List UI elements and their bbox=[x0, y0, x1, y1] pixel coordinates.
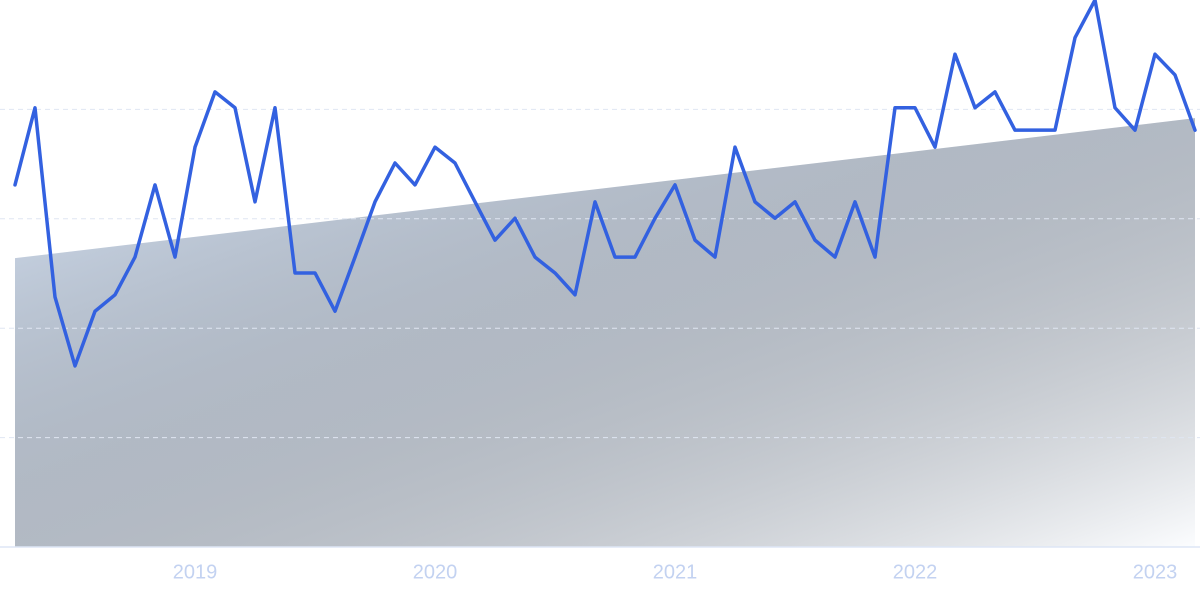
x-tick-label: 2021 bbox=[653, 561, 698, 583]
trend-fade bbox=[15, 118, 1195, 547]
x-tick-label: 2020 bbox=[413, 561, 458, 583]
x-tick-label: 2023 bbox=[1133, 561, 1178, 583]
x-tick-label: 2019 bbox=[173, 561, 218, 583]
x-tick-label: 2022 bbox=[893, 561, 938, 583]
line bbox=[13, 0, 1197, 368]
